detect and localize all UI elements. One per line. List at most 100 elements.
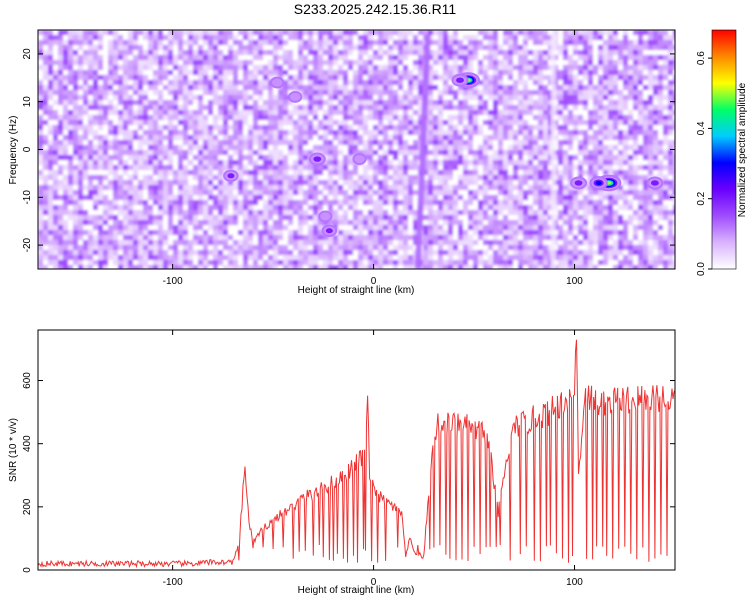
heatmap-cell	[478, 155, 484, 161]
heatmap-cell	[418, 30, 424, 36]
heatmap-cell	[163, 165, 169, 171]
heatmap-cell	[203, 65, 209, 71]
heatmap-cell	[163, 50, 169, 56]
heatmap-cell	[398, 85, 404, 91]
heatmap-cell	[283, 215, 289, 221]
heatmap-cell	[483, 95, 489, 101]
heatmap-cell	[603, 115, 609, 121]
heatmap-cell	[153, 30, 159, 36]
heatmap-cell	[268, 195, 274, 201]
heatmap-cell	[573, 160, 579, 166]
heatmap-cell	[263, 125, 269, 131]
heatmap-cell	[658, 50, 664, 56]
heatmap-cell	[108, 155, 114, 161]
heatmap-cell	[398, 60, 404, 66]
heatmap-cell	[288, 125, 294, 131]
heatmap-cell	[133, 60, 139, 66]
heatmap-cell	[448, 215, 454, 221]
heatmap-cell	[638, 220, 644, 226]
heatmap-cell	[353, 110, 359, 116]
heatmap-cell	[413, 35, 419, 41]
heatmap-cell	[268, 200, 274, 206]
heatmap-cell	[173, 150, 179, 156]
heatmap-cell	[193, 135, 199, 141]
heatmap-cell	[148, 115, 154, 121]
heatmap-cell	[38, 125, 44, 131]
heatmap-cell	[518, 215, 524, 221]
heatmap-cell	[58, 145, 64, 151]
heatmap-cell	[348, 200, 354, 206]
heatmap-cell	[133, 85, 139, 91]
heatmap-cell	[258, 185, 264, 191]
heatmap-cell	[58, 30, 64, 36]
heatmap-cell	[478, 40, 484, 46]
heatmap-cell	[543, 180, 549, 186]
heatmap-cell	[248, 165, 254, 171]
heatmap-cell	[383, 215, 389, 221]
heatmap-cell	[613, 100, 619, 106]
heatmap-cell	[338, 150, 344, 156]
heatmap-cell	[653, 70, 659, 76]
heatmap-cell	[323, 40, 329, 46]
heatmap-cell	[493, 75, 499, 81]
heatmap-cell	[658, 80, 664, 86]
heatmap-cell	[78, 95, 84, 101]
heatmap-cell	[148, 45, 154, 51]
heatmap-cell	[498, 80, 504, 86]
heatmap-cell	[58, 100, 64, 106]
heatmap-cell	[648, 100, 654, 106]
heatmap-cell	[458, 115, 464, 121]
heatmap-cell	[613, 75, 619, 81]
heatmap-cell	[398, 180, 404, 186]
heatmap-cell	[68, 125, 74, 131]
heatmap-cell	[588, 165, 594, 171]
heatmap-cell	[648, 95, 654, 101]
heatmap-cell	[508, 150, 514, 156]
heatmap-cell	[363, 75, 369, 81]
heatmap-cell	[568, 40, 574, 46]
heatmap-cell	[528, 140, 534, 146]
heatmap-cell	[498, 110, 504, 116]
heatmap-cell	[223, 100, 229, 106]
heatmap-cell	[163, 75, 169, 81]
heatmap-cell	[468, 30, 474, 36]
heatmap-cell	[223, 35, 229, 41]
heatmap-cell	[353, 125, 359, 131]
heatmap-cell	[338, 75, 344, 81]
heatmap-cell	[388, 185, 394, 191]
heatmap-cell	[378, 155, 384, 161]
heatmap-cell	[63, 200, 69, 206]
heatmap-cell	[83, 150, 89, 156]
heatmap-cell	[378, 195, 384, 201]
heatmap-cell	[188, 155, 194, 161]
heatmap-cell	[213, 85, 219, 91]
heatmap-cell	[103, 185, 109, 191]
heatmap-cell	[128, 125, 134, 131]
heatmap-cell	[513, 80, 519, 86]
heatmap-cell	[488, 150, 494, 156]
heatmap-cell	[613, 195, 619, 201]
heatmap-cell	[563, 45, 569, 51]
heatmap-cell	[178, 70, 184, 76]
heatmap-cell	[163, 180, 169, 186]
heatmap-cell	[498, 175, 504, 181]
heatmap-cell	[323, 120, 329, 126]
heatmap-cell	[658, 65, 664, 71]
heatmap-cell	[233, 115, 239, 121]
heatmap-cell	[523, 160, 529, 166]
heatmap-cell	[58, 105, 64, 111]
heatmap-cell	[288, 70, 294, 76]
heatmap-cell	[563, 90, 569, 96]
heatmap-cell	[448, 50, 454, 56]
heatmap-cell	[583, 130, 589, 136]
heatmap-cell	[243, 80, 249, 86]
heatmap-cell	[428, 150, 434, 156]
heatmap-cell	[218, 110, 224, 116]
heatmap-cell	[253, 150, 259, 156]
heatmap-cell	[558, 70, 564, 76]
heatmap-cell	[653, 125, 659, 131]
heatmap-cell	[263, 185, 269, 191]
heatmap-cell	[588, 130, 594, 136]
heatmap-cell	[373, 200, 379, 206]
heatmap-cell	[63, 215, 69, 221]
